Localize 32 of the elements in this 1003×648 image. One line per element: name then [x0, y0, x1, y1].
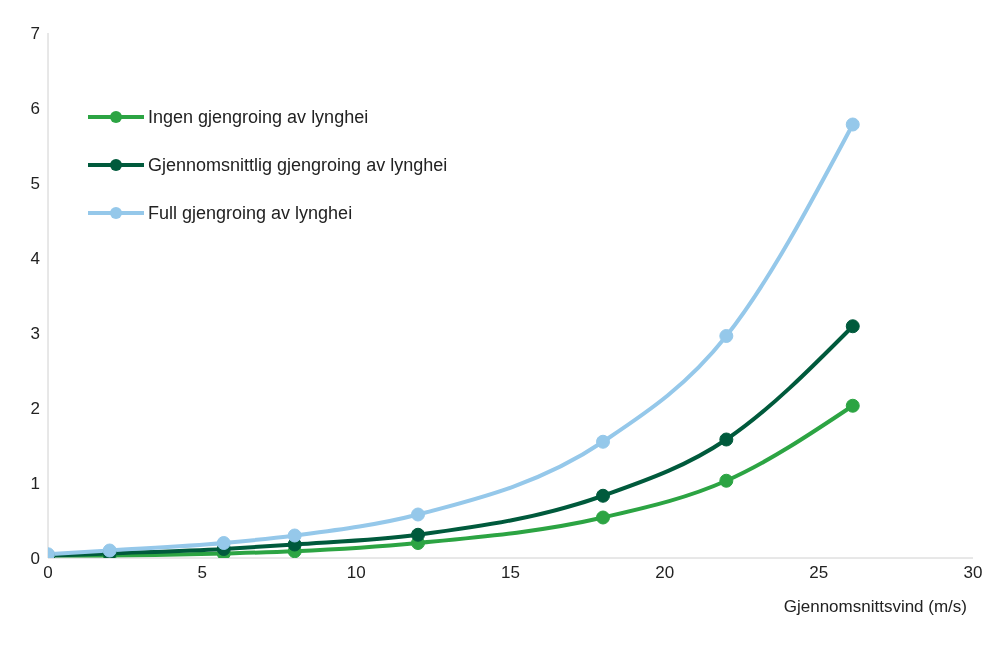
point: [845, 398, 860, 413]
legend-label: Gjennomsnittlig gjengroing av lynghei: [148, 154, 448, 176]
x-tick-label: 0: [43, 563, 53, 583]
point: [719, 329, 734, 343]
y-tick-label: 7: [30, 24, 40, 44]
point: [216, 536, 231, 550]
y-tick-label: 3: [30, 324, 40, 344]
point: [845, 117, 860, 132]
y-tick-label: 6: [30, 99, 40, 119]
y-tick-label: 2: [30, 399, 40, 419]
x-tick-label: 20: [655, 563, 675, 583]
y-tick-label: 1: [30, 474, 40, 494]
point: [287, 528, 302, 543]
legend-label: Full gjengroing av lynghei: [148, 202, 353, 224]
point: [845, 319, 860, 334]
legend-label: Ingen gjengroing av lynghei: [148, 106, 369, 128]
point: [596, 488, 610, 503]
point: [411, 507, 425, 522]
x-tick-label: 25: [809, 563, 829, 583]
x-tick-label: 30: [963, 563, 983, 583]
point: [411, 527, 425, 542]
x-tick-label: 15: [501, 563, 520, 583]
y-tick-label: 4: [30, 249, 40, 269]
point: [719, 473, 734, 488]
x-axis-title: Gjennomsnittsvind (m/s): [783, 597, 967, 616]
point: [596, 434, 610, 449]
x-tick-label: 10: [346, 563, 366, 583]
point: [719, 432, 734, 447]
y-tick-label: 5: [30, 174, 40, 194]
point: [596, 510, 610, 525]
x-tick-label: 5: [197, 563, 207, 583]
y-tick-label: 0: [30, 549, 40, 569]
